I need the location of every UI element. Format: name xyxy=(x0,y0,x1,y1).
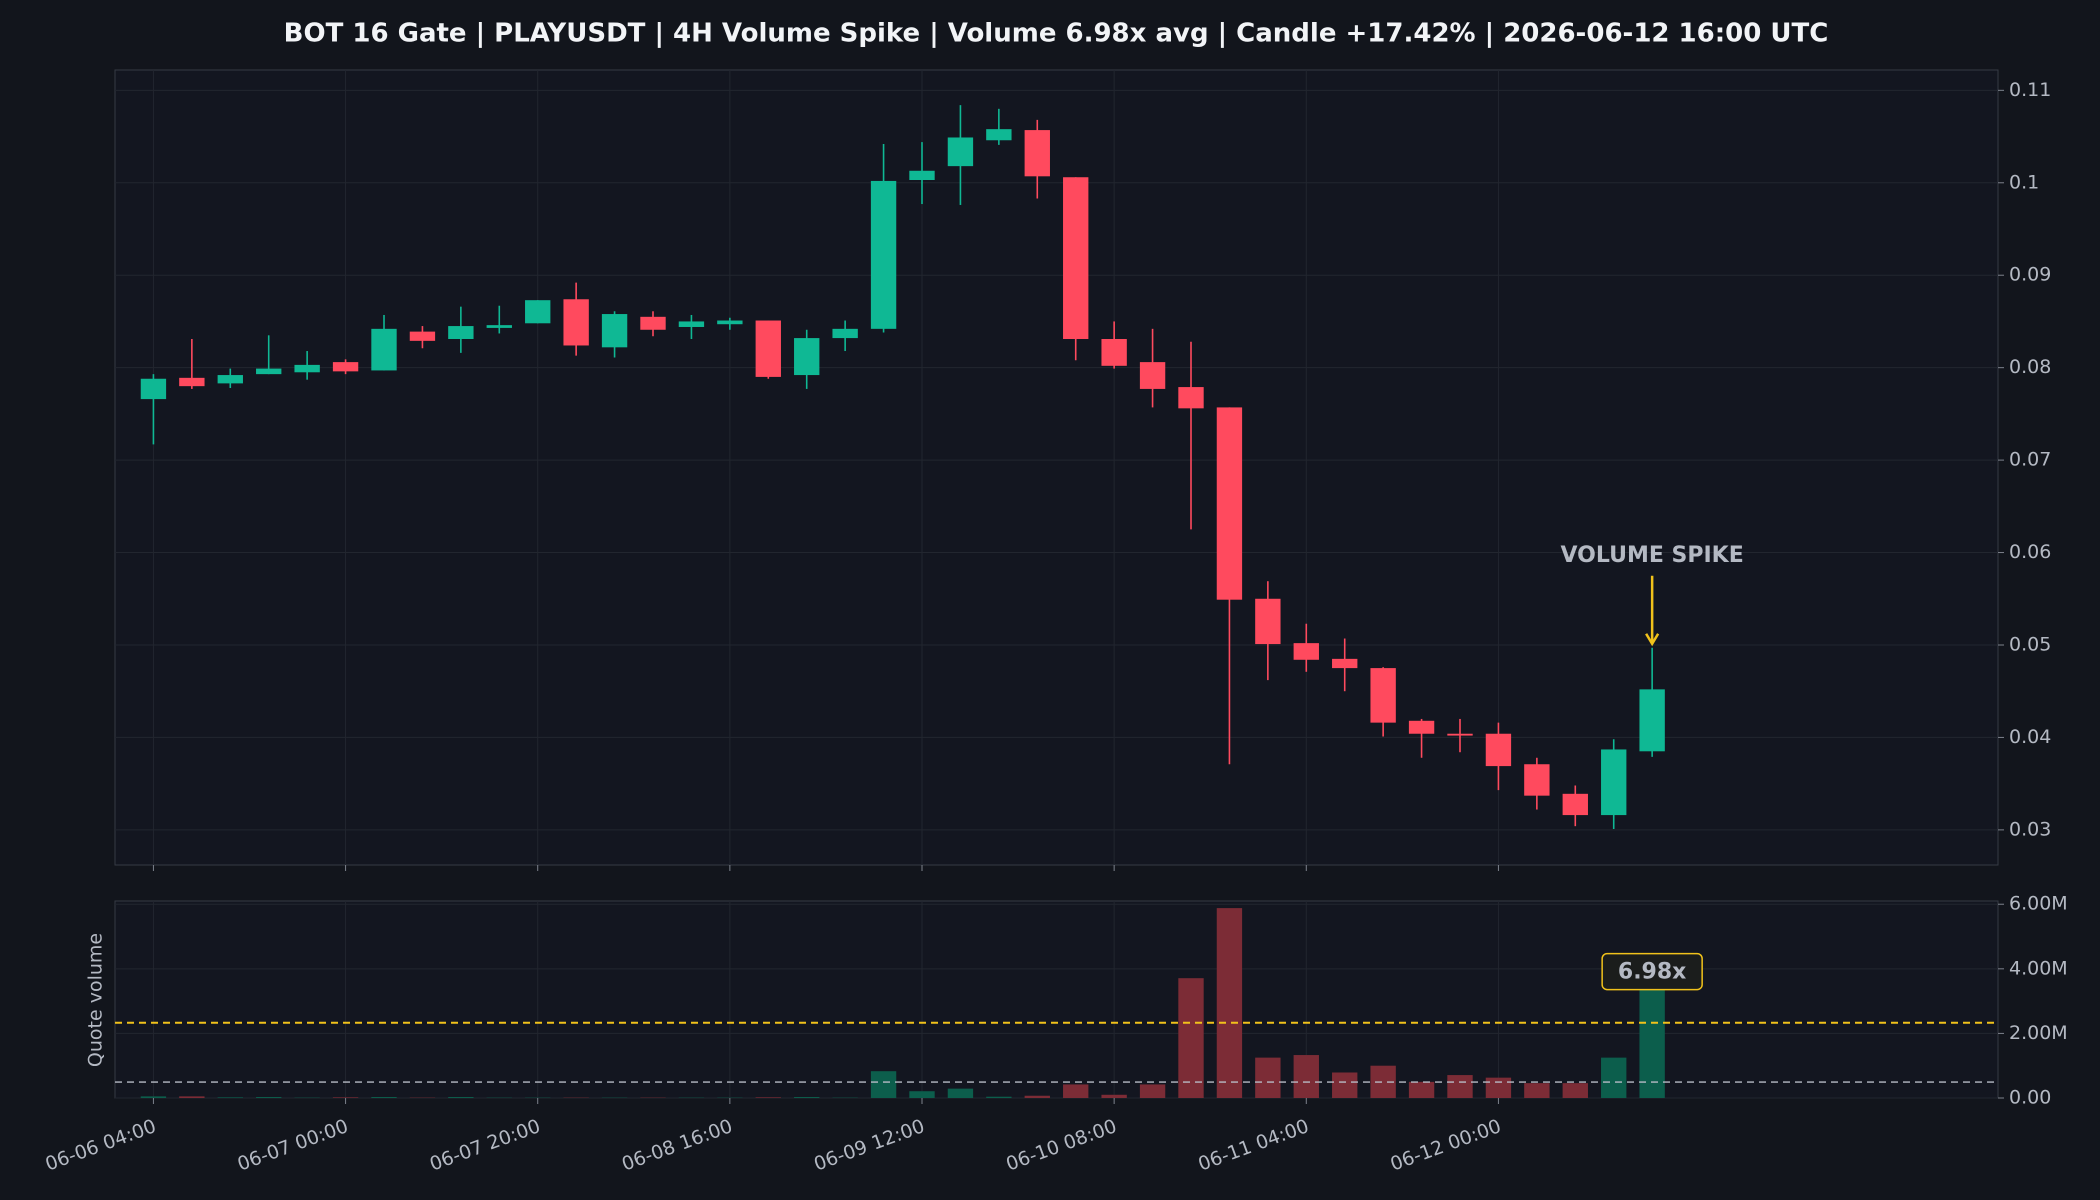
volume-bar xyxy=(1101,1094,1127,1098)
candle-body xyxy=(525,300,551,324)
volume-bar xyxy=(1332,1072,1358,1098)
candle-body xyxy=(1447,733,1473,736)
volume-bar xyxy=(1639,986,1665,1098)
volume-bar xyxy=(1063,1084,1089,1098)
volume-bar xyxy=(1024,1095,1050,1098)
candle-body xyxy=(1101,339,1127,366)
volume-bar xyxy=(947,1088,974,1098)
volume-bar xyxy=(1178,978,1204,1098)
candle-body xyxy=(947,137,974,167)
y-tick-label: 0.07 xyxy=(2009,449,2051,471)
y-tick-label: 0.11 xyxy=(2009,79,2051,101)
volume-bar xyxy=(1139,1084,1166,1098)
candle-body xyxy=(986,129,1012,141)
annotation: VOLUME SPIKE xyxy=(1561,543,1744,568)
volume-bar xyxy=(794,1097,820,1098)
volume-bar xyxy=(332,1097,359,1098)
chart-title: BOT 16 Gate | PLAYUSDT | 4H Volume Spike… xyxy=(284,19,1829,49)
volume-bar xyxy=(909,1091,935,1098)
candle-body xyxy=(909,170,935,181)
candle-body xyxy=(486,325,512,328)
candle-body xyxy=(256,368,282,375)
y-tick-label: 0.08 xyxy=(2009,356,2051,378)
volume-bar xyxy=(1293,1055,1319,1098)
volume-bar xyxy=(1216,908,1243,1098)
y-tick-label: 0.04 xyxy=(2009,726,2051,748)
candle-body xyxy=(1562,793,1588,816)
candle-body xyxy=(1524,764,1550,796)
candle-body xyxy=(832,328,858,339)
candle-body xyxy=(179,377,205,387)
volume-bar xyxy=(371,1097,397,1098)
candle-body xyxy=(1178,387,1204,409)
annotation-arrowhead xyxy=(1645,633,1660,647)
volume-bar xyxy=(179,1096,205,1098)
candle-body xyxy=(755,320,781,377)
candle-body xyxy=(1255,598,1281,645)
volume-bar xyxy=(217,1097,243,1098)
candle-body xyxy=(678,321,705,327)
candle-body xyxy=(601,314,628,348)
y-tick-label: 0.00 xyxy=(2009,1087,2051,1109)
y-tick-label: 0.03 xyxy=(2009,818,2051,840)
volume-bar xyxy=(1562,1083,1588,1098)
candle-body xyxy=(1601,749,1627,816)
candle-body xyxy=(332,362,359,372)
candle-body xyxy=(371,328,397,371)
y-tick-label: 0.1 xyxy=(2009,171,2039,193)
candle-body xyxy=(1063,177,1089,340)
y-tick-label: 2.00M xyxy=(2009,1022,2068,1044)
y-tick-label: 0.09 xyxy=(2009,264,2051,286)
candle-body xyxy=(1639,689,1665,752)
candle-body xyxy=(1139,362,1166,389)
candle-body xyxy=(448,326,474,340)
volume-bar xyxy=(1524,1083,1550,1098)
price-panel xyxy=(114,69,1999,866)
volume-bar xyxy=(755,1097,781,1098)
volume-panel xyxy=(114,900,1999,1099)
ratio-label-box xyxy=(1601,952,1703,991)
volume-bar xyxy=(1408,1081,1435,1098)
volume-bar xyxy=(870,1071,897,1098)
y-tick-label: 6.00M xyxy=(2009,893,2068,915)
volume-bar xyxy=(140,1096,167,1098)
candle-body xyxy=(794,338,820,376)
candle-body xyxy=(1370,668,1396,723)
y-tick-label: 0.05 xyxy=(2009,633,2051,655)
volume-bar xyxy=(1447,1075,1473,1098)
y-tick-label: 4.00M xyxy=(2009,957,2068,979)
candle-body xyxy=(409,331,436,341)
candle-body xyxy=(717,320,743,325)
candle-body xyxy=(140,378,167,400)
volume-bar xyxy=(448,1097,474,1098)
candle-body xyxy=(1408,720,1435,734)
volume-bar xyxy=(1255,1057,1281,1098)
volume-bar xyxy=(1601,1057,1627,1098)
candle-body xyxy=(563,299,589,346)
ratio-label: 6.98x xyxy=(1618,960,1686,985)
volume-bar xyxy=(986,1096,1012,1098)
volume-bar xyxy=(1485,1077,1512,1098)
candle-body xyxy=(217,375,243,384)
candle-body xyxy=(1216,407,1243,600)
y-tick-label: 0.06 xyxy=(2009,541,2051,563)
candle-body xyxy=(1485,733,1512,767)
y-axis-label: Quote volume xyxy=(85,933,107,1067)
candle-body xyxy=(640,316,666,330)
candle-body xyxy=(870,180,897,329)
candle-body xyxy=(294,364,320,373)
candle-body xyxy=(1293,643,1319,660)
candle-body xyxy=(1024,130,1050,177)
candle-body xyxy=(1332,658,1358,669)
volume-bar xyxy=(256,1097,282,1098)
